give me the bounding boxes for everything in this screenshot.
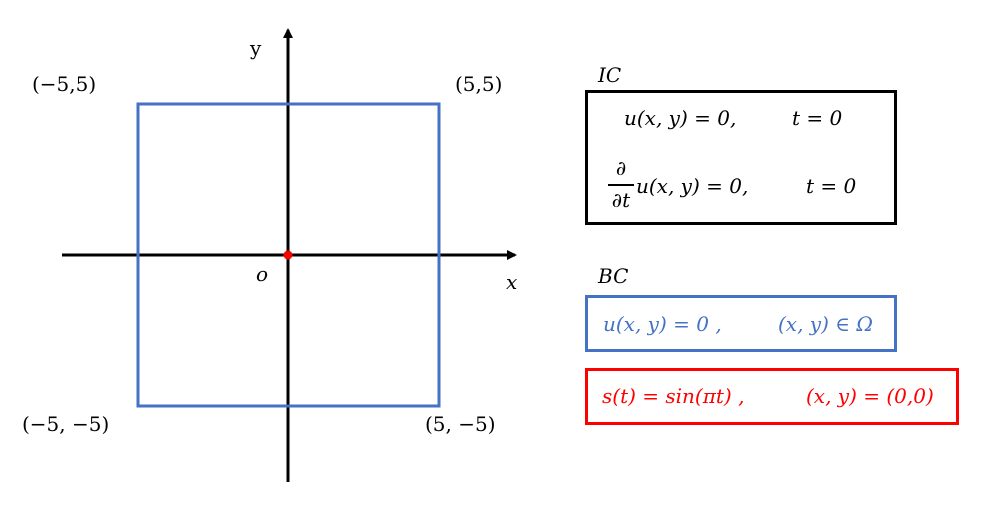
corner-label-top-left: (−5,5) xyxy=(32,72,97,96)
ic-label: IC xyxy=(598,63,622,87)
origin-point xyxy=(283,250,293,260)
bc-eq1-lhs: u(x, y) = 0 , xyxy=(603,312,722,336)
ic-eq2-numerator: ∂ xyxy=(615,156,627,180)
bc-eq2-cond: (x, y) = (0,0) xyxy=(806,384,934,408)
bc-eq1-cond: (x, y) ∈ Ω xyxy=(778,312,873,336)
x-axis-label: x xyxy=(506,270,518,294)
y-axis-label: y xyxy=(250,36,262,60)
ic-eq2-cond: t = 0 xyxy=(806,174,857,198)
ic-eq2-lhs: u(x, y) = 0, xyxy=(636,174,749,198)
ic-eq1-lhs: u(x, y) = 0, xyxy=(624,106,737,130)
bc-source-box xyxy=(585,368,959,425)
bc-label: BC xyxy=(598,264,629,288)
bc-domain-box xyxy=(585,295,897,352)
ic-eq2-fraction-bar xyxy=(608,184,634,186)
corner-label-top-right: (5,5) xyxy=(455,72,503,96)
ic-box xyxy=(585,90,897,225)
corner-label-bottom-left: (−5, −5) xyxy=(22,412,110,436)
origin-label: o xyxy=(256,262,269,286)
corner-label-bottom-right: (5, −5) xyxy=(425,412,496,436)
ic-eq2-denominator: ∂t xyxy=(611,188,631,212)
ic-eq1-cond: t = 0 xyxy=(792,106,843,130)
domain-square xyxy=(136,102,441,408)
bc-eq2-lhs: s(t) = sin(πt) , xyxy=(602,384,745,408)
